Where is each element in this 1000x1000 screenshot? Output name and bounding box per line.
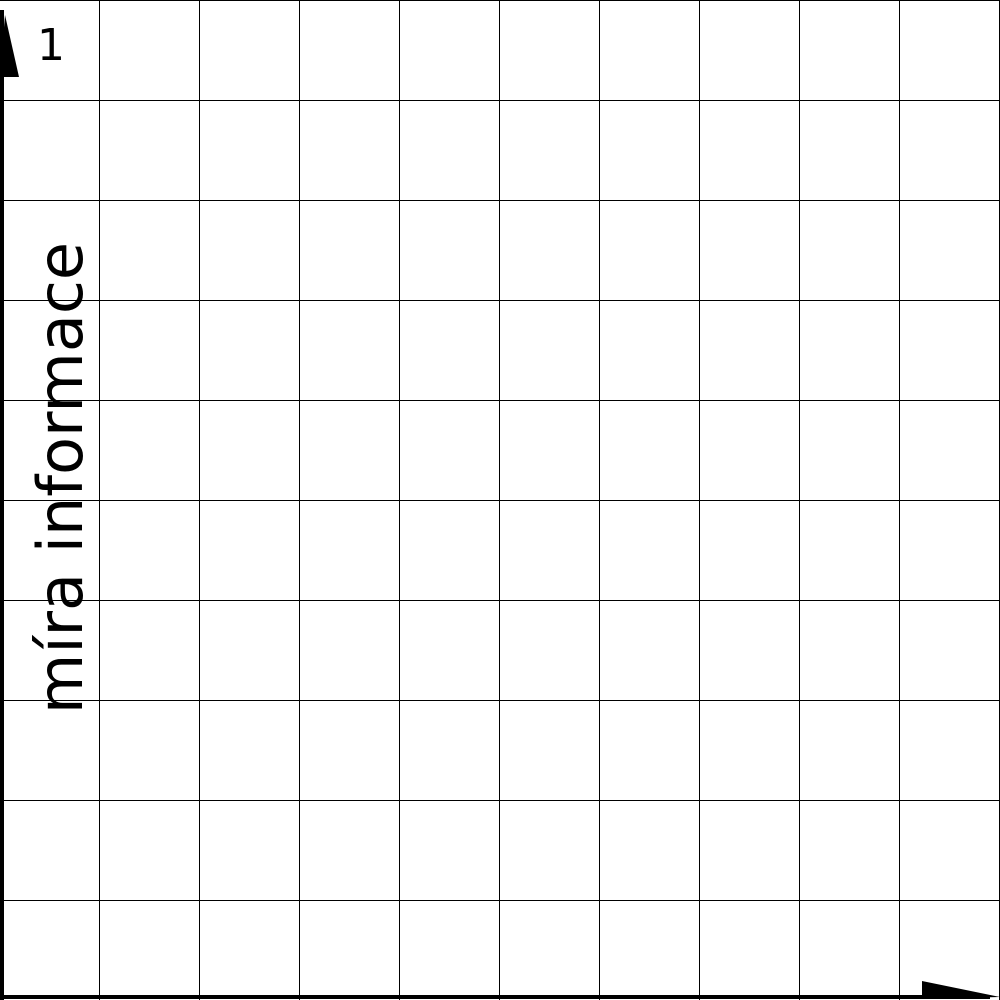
y-tick-label-max: 1 (37, 20, 65, 71)
x-axis-arrow (922, 981, 1000, 999)
y-axis-arrow (0, 15, 19, 77)
y-axis-title: míra informace (24, 242, 97, 714)
